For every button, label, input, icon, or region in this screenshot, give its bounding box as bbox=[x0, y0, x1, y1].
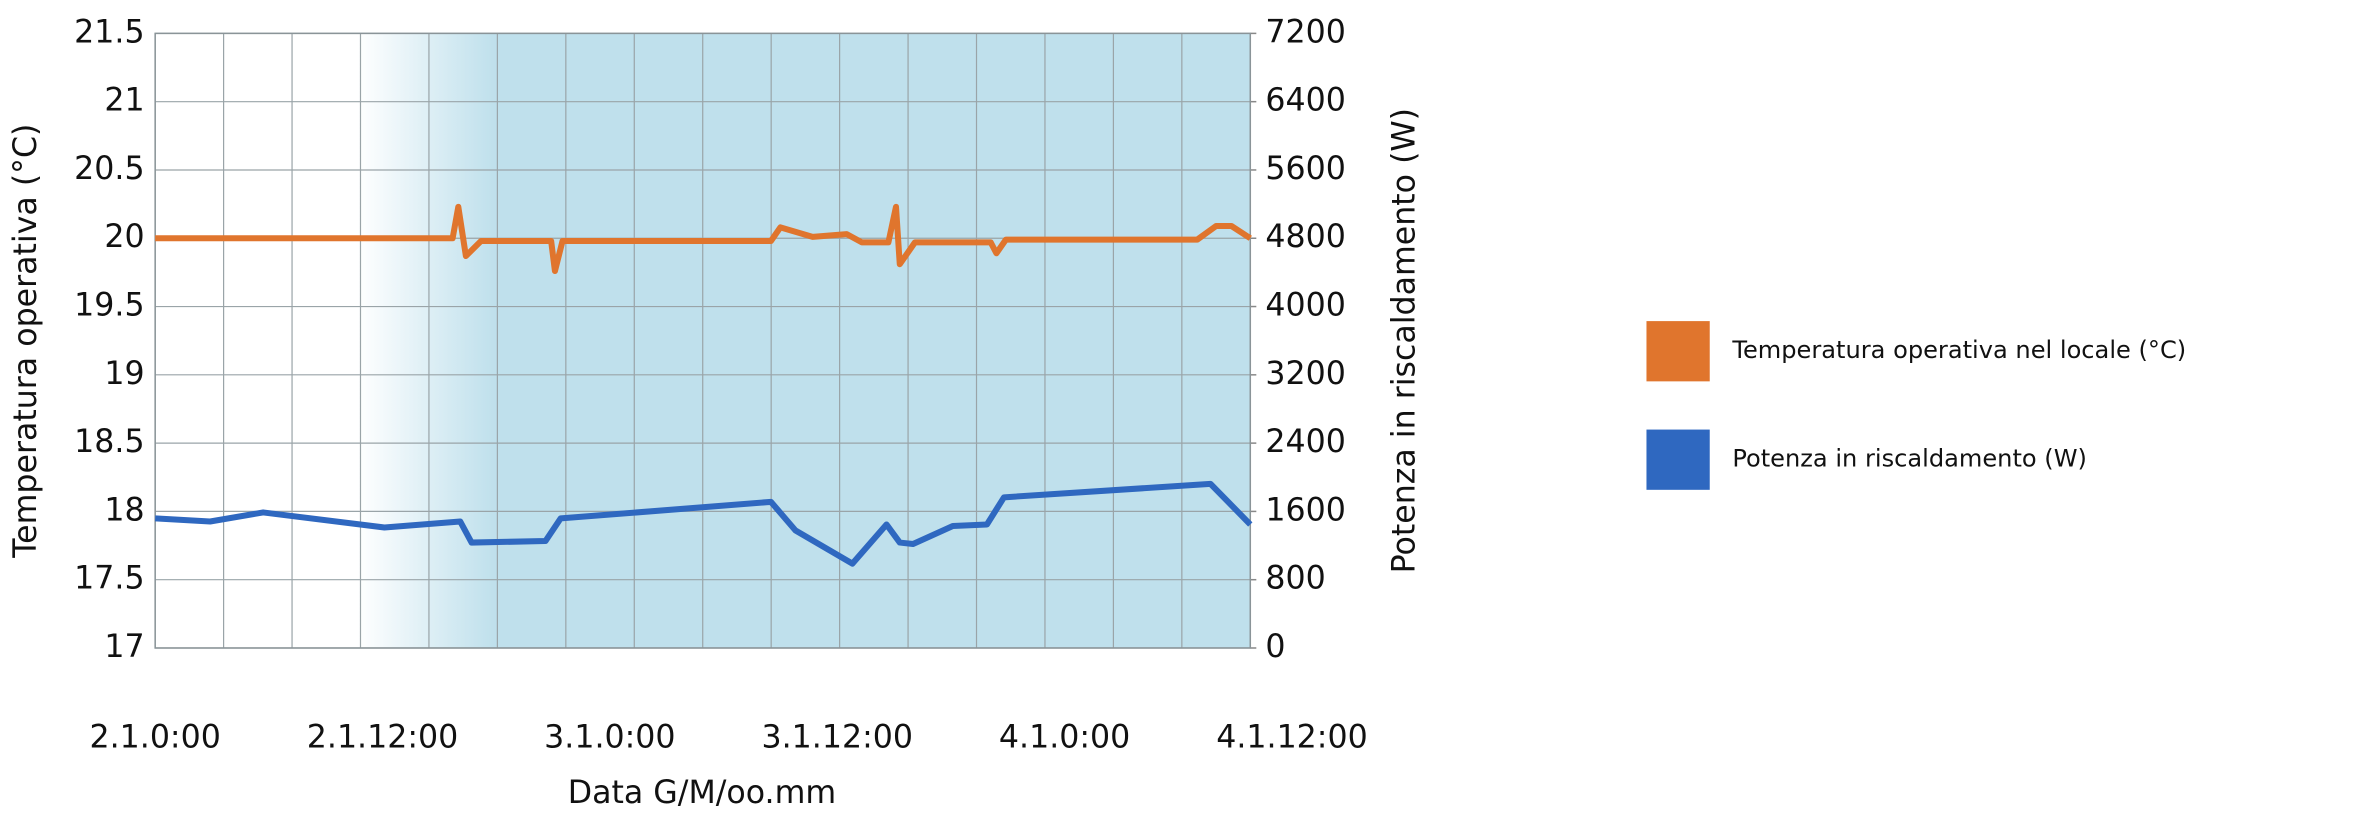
y2-tick-label: 800 bbox=[1265, 561, 1325, 597]
y-tick-label: 19 bbox=[104, 356, 144, 392]
x-axis-title: Data G/M/oo.mm bbox=[568, 775, 836, 811]
series-line bbox=[154, 480, 1253, 567]
x-tick-label: 3.1.0:00 bbox=[544, 719, 675, 755]
y2-tick-label: 3200 bbox=[1265, 356, 1345, 392]
legend-swatch bbox=[1646, 429, 1710, 490]
y2-tick-label: 4000 bbox=[1265, 288, 1345, 324]
y-tick-label: 18.5 bbox=[74, 424, 144, 460]
y-tick-label: 18 bbox=[104, 492, 144, 528]
y2-tick-label: 4800 bbox=[1265, 219, 1345, 255]
x-tick-label: 3.1.12:00 bbox=[761, 719, 913, 755]
series-line bbox=[155, 203, 1252, 275]
legend-label: Temperatura operativa nel locale (°C) bbox=[1731, 336, 2186, 364]
y2-tick-label: 6400 bbox=[1265, 83, 1345, 119]
y2-tick-label: 5600 bbox=[1265, 151, 1345, 187]
x-tick-label: 4.1.12:00 bbox=[1216, 719, 1367, 755]
y-tick-label: 21.5 bbox=[74, 14, 144, 50]
y-tick-label: 20.5 bbox=[74, 151, 144, 187]
y2-tick-label: 0 bbox=[1265, 629, 1285, 665]
y2-tick-label: 7200 bbox=[1265, 14, 1345, 50]
y2-tick-label: 1600 bbox=[1265, 492, 1345, 528]
y2-tick-label: 2400 bbox=[1265, 424, 1345, 460]
y-tick-label: 19.5 bbox=[74, 288, 144, 324]
plot-frame bbox=[154, 32, 1252, 649]
legend-label: Potenza in riscaldamento (W) bbox=[1732, 445, 2087, 473]
x-tick-label: 2.1.0:00 bbox=[89, 719, 220, 755]
legend-swatch bbox=[1646, 321, 1710, 382]
y-tick-label: 21 bbox=[104, 83, 144, 119]
x-tick-label: 2.1.12:00 bbox=[307, 719, 459, 755]
y-tick-label: 17 bbox=[104, 629, 144, 665]
x-tick-label: 4.1.0:00 bbox=[999, 719, 1130, 755]
y-tick-label: 20 bbox=[104, 219, 144, 255]
y-axis-title: Temperatura operativa (°C) bbox=[8, 124, 44, 559]
y-tick-label: 17.5 bbox=[74, 561, 144, 597]
y2-axis-title: Potenza in riscaldamento (W) bbox=[1386, 108, 1422, 573]
